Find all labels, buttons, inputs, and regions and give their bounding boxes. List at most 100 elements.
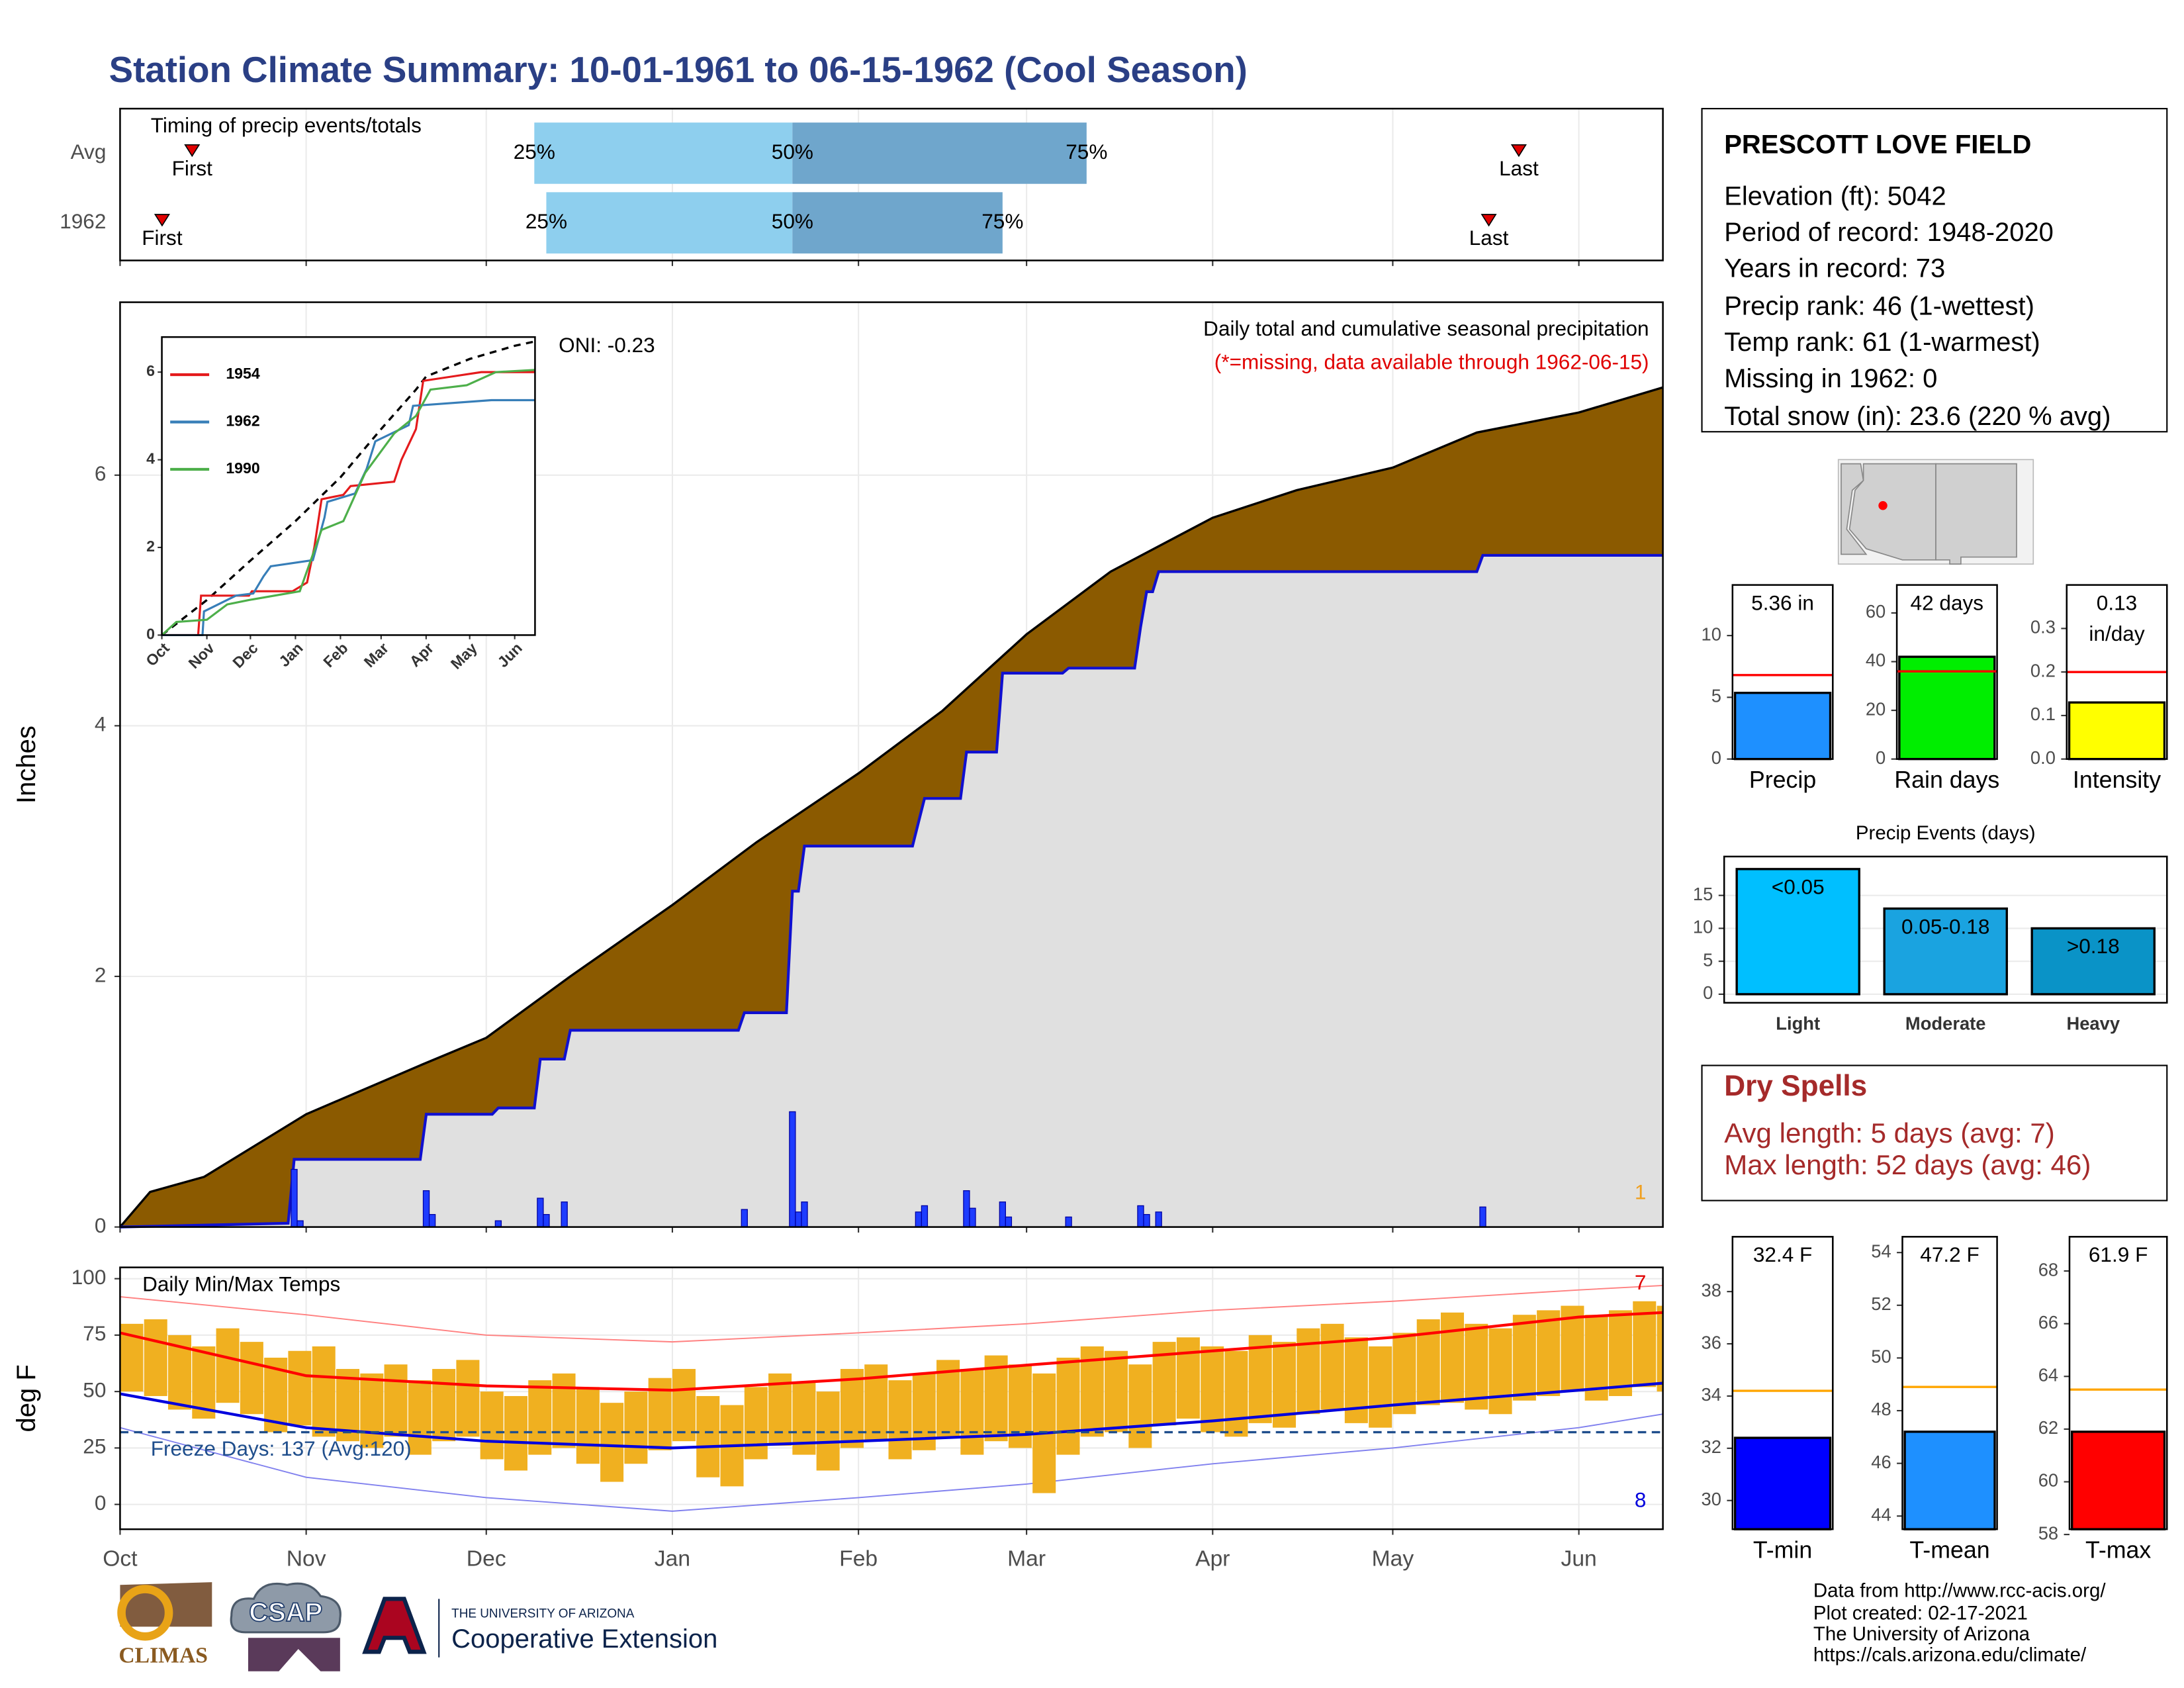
current-line [120,553,1663,1229]
y-tick-label: 0 [1703,982,1713,1003]
daily-bar [494,1220,502,1228]
y-tick-label: 4 [95,712,107,736]
current-area [120,555,1663,1227]
temp-range-bar [1248,1335,1272,1423]
csap-mountains [248,1638,340,1671]
temp-range-bar [384,1364,408,1437]
daily-bar [801,1201,808,1228]
quartile-label: 75% [981,209,1023,233]
temp-range-bar [408,1380,432,1455]
station-line: Missing in 1962: 0 [1724,364,1937,393]
y-tick-label: 100 [71,1265,107,1289]
bar [1898,655,1996,761]
y-tick-label: 4 [146,450,155,467]
category-label: Precip [1749,767,1816,793]
panel-frame [1731,1236,1834,1530]
y-tick-label: 5 [1711,686,1721,706]
y-tick-label: 50 [83,1378,106,1401]
extension-text: Cooperative Extension [451,1624,717,1654]
temp-range-bar [600,1403,624,1482]
y-tick-label: 20 [1866,698,1886,719]
temp-range-bar [672,1369,696,1442]
daily-bar [537,1197,544,1228]
y-tick-label: 58 [2038,1523,2058,1543]
value-label: 61.9 F [2088,1243,2148,1268]
logos: CLIMAS CSAP THE UNIVERSITY OF ARIZONA Co… [117,1582,717,1671]
dry-spells-box [1701,1064,2168,1201]
value-label-box: 42 days [1911,592,1984,616]
temp-range-bar [1105,1350,1128,1432]
x-tick-label: Apr [1195,1546,1230,1571]
x-tick-label: Feb [839,1546,878,1571]
panel-frame [1731,584,1834,760]
dry-spells-line: Avg length: 5 days (avg: 7) [1724,1117,2055,1149]
y-tick-label: 0.1 [2030,704,2056,724]
panel-title: Timing of precip events/totals [151,113,422,137]
y-tick-label: 64 [2038,1365,2058,1385]
y-tick-label: 0.2 [2030,660,2056,680]
row-label: Avg [71,140,107,164]
y-tick-label: 40 [1866,650,1886,671]
temp-range-bar [1441,1312,1465,1403]
temp-range-bar [984,1355,1008,1442]
y-tick-label: 0 [95,1213,107,1237]
quartile-bar [792,122,1087,184]
panel-title: Daily Min/Max Temps [142,1272,340,1295]
bar [1735,868,1860,996]
temp-range-bar [1465,1323,1488,1410]
average-line [161,340,535,636]
daily-bar [296,1220,304,1228]
x-tick-label: May [1372,1546,1414,1571]
daily-bar [291,1168,298,1228]
bar-label: 0.05-0.18 [1901,914,1989,938]
temp-range-bar [144,1319,167,1396]
map-california [1841,463,1868,555]
temp-range-bar [1657,1305,1662,1392]
freeze-label: Freeze Days: 137 (Avg:120) [151,1436,412,1460]
y-tick-label: 25 [83,1434,106,1458]
temp-range-bar [1584,1315,1608,1401]
event-marker [184,144,201,158]
temp-range-bar [1488,1328,1512,1415]
station-line: Precip rank: 46 (1-wettest) [1724,292,2034,321]
temp-range-bar [240,1342,263,1415]
temp-range-bar [1320,1323,1344,1410]
y-tick-label: 30 [1702,1489,1721,1509]
panel-title: Precip Events (days) [1856,822,2036,844]
y-tick-label: 2 [95,962,107,986]
temp-range-bar [840,1369,864,1448]
credit-line: Data from http://www.rcc-acis.org/ [1813,1580,2106,1602]
event-label: First [142,226,183,250]
y-tick-label: 46 [1871,1452,1891,1472]
temp-range-bar [216,1328,240,1403]
daily-bar [422,1190,430,1228]
row-label: 1962 [60,209,106,233]
event-label: Last [1469,226,1509,250]
y-tick-label: 6 [95,461,107,485]
page-title: Station Climate Summary: 10-01-1961 to 0… [109,49,1248,90]
value-label: 5.36 in [1751,592,1814,616]
temp-range-bar [360,1373,384,1448]
daily-bar [543,1214,550,1228]
bar [2070,1430,2166,1530]
avg-max-line [119,1311,1663,1392]
temp-range-bar [1128,1364,1152,1448]
temp-range-bar [1056,1357,1080,1455]
y-tick-label: 0 [146,626,155,643]
y-tick-label: 15 [1693,884,1713,904]
panel-frame [119,107,1664,261]
record-low-line [120,1413,1663,1512]
daily-bar [1065,1216,1072,1228]
panel-frame [161,336,536,636]
panel-frame [1895,584,1998,760]
y-tick-label: 34 [1702,1384,1721,1405]
event-label: Last [1499,156,1539,180]
y-tick-label: 10 [1693,917,1713,937]
y-tick-label: 60 [1866,601,1886,622]
category-label: Intensity [2073,767,2161,793]
y-tick-label: 6 [146,362,155,379]
station-line: Elevation (ft): 5042 [1724,181,1946,211]
temp-range-bar [1537,1310,1561,1396]
legend-label: 1990 [226,459,259,477]
